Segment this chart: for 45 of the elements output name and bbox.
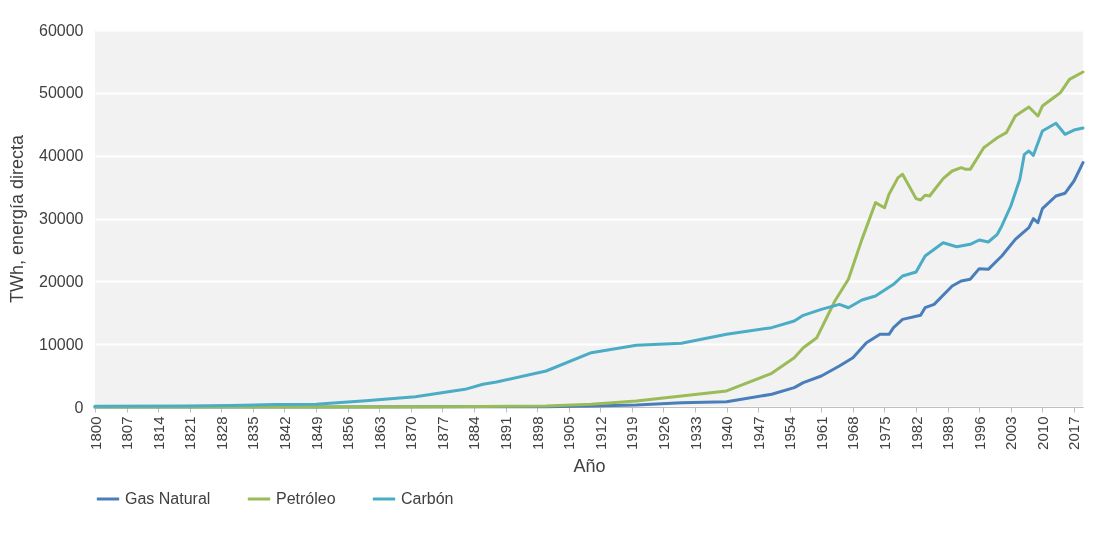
- line-series: [93, 70, 1085, 409]
- legend-label: Carbón: [401, 490, 454, 507]
- x-tick-label: 1933: [686, 416, 704, 450]
- x-tick-label: 1975: [876, 416, 893, 450]
- y-tick-label: 60000: [39, 21, 84, 39]
- x-tick-label: 1968: [844, 416, 862, 450]
- legend-label: Petróleo: [276, 490, 336, 507]
- x-tick-label: 1989: [939, 416, 957, 450]
- x-tick-label: 1912: [591, 416, 609, 450]
- x-tick-label: 1856: [339, 416, 357, 450]
- x-tick-label: 1947: [749, 416, 767, 450]
- x-tick-label: 1877: [433, 416, 451, 450]
- x-tick-label: 1996: [970, 416, 988, 450]
- x-tick-label: 1842: [275, 416, 293, 450]
- x-tick-label: 1884: [465, 416, 483, 450]
- y-tick-label: 10000: [39, 335, 84, 353]
- y-tick-label: 0: [74, 398, 84, 416]
- x-tick-label: 1807: [118, 416, 136, 450]
- x-tick-label: 1891: [497, 416, 515, 450]
- x-tick-label: 1835: [244, 416, 262, 450]
- x-tick-label: 1800: [86, 416, 104, 450]
- y-tick-label: 30000: [39, 210, 84, 227]
- x-tick-label: 1954: [781, 416, 799, 450]
- y-tick-label: 50000: [39, 84, 84, 102]
- x-tick-label: 1961: [812, 416, 830, 450]
- x-tick-label: 2003: [1002, 416, 1020, 450]
- x-tick-label: 1870: [402, 416, 420, 450]
- x-tick-label: 1821: [181, 416, 199, 450]
- x-tick-label: 2017: [1065, 416, 1083, 450]
- x-tick-label: 1919: [623, 416, 641, 450]
- x-tick-label: 1905: [560, 416, 578, 450]
- legend-label: Gas Natural: [125, 490, 211, 507]
- y-tick-label: 40000: [39, 147, 84, 165]
- x-tick-label: 1926: [654, 416, 672, 450]
- x-tick-label: 1849: [307, 416, 325, 450]
- x-tick-label: 1982: [907, 416, 925, 450]
- y-axis-title: TWh, energía directa: [7, 133, 28, 304]
- x-tick-label: 1814: [149, 416, 167, 450]
- y-tick-label: 20000: [39, 272, 84, 290]
- x-axis-title: Año: [573, 455, 606, 476]
- x-tick-label: 1828: [212, 416, 230, 450]
- x-tick-label: 1898: [528, 416, 546, 450]
- x-tick-label: 2010: [1033, 416, 1051, 450]
- x-tick-label: 1940: [718, 416, 736, 450]
- x-tick-label: 1863: [370, 416, 388, 450]
